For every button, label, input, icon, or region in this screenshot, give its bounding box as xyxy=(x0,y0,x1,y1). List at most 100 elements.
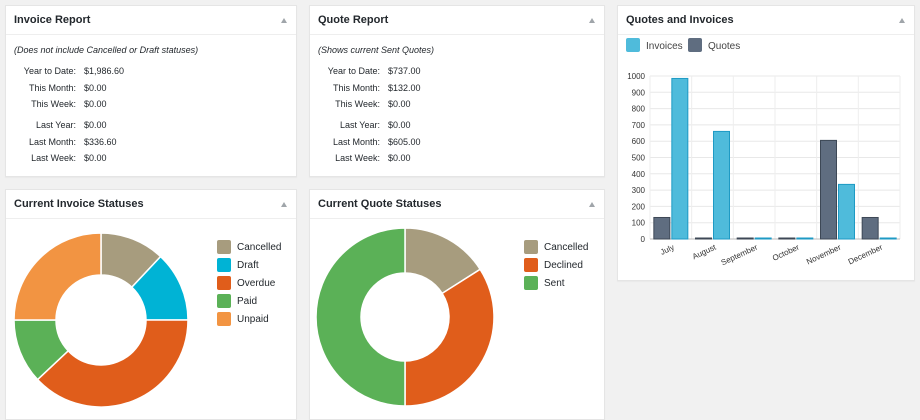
stat-label: Last Week: xyxy=(335,153,380,164)
stat-label: Last Year: xyxy=(35,120,76,131)
legend-swatch xyxy=(217,258,231,272)
legend-label: Overdue xyxy=(237,277,276,289)
stat-label: This Month: xyxy=(332,82,380,93)
invoice-report-header[interactable]: Invoice Report xyxy=(6,6,296,35)
stat-label: Year to Date: xyxy=(327,66,380,77)
stat-label: Last Month: xyxy=(28,136,76,147)
bar-invoices-august[interactable] xyxy=(713,130,730,240)
stat-value: $336.60 xyxy=(84,136,117,147)
bar-invoices-december[interactable] xyxy=(879,237,897,240)
legend-label: Paid xyxy=(237,295,258,307)
quotes-invoices-bar-chart: Invoices Quotes 0 100 200 300 400 500 600 700 800 9… xyxy=(626,38,901,268)
legend-item[interactable]: Draft xyxy=(217,256,281,274)
panel-title: Invoice Report xyxy=(14,14,91,26)
panel-title: Current Quote Statuses xyxy=(318,198,442,210)
legend-item[interactable]: Sent xyxy=(524,274,588,292)
panel-title: Current Invoice Statuses xyxy=(14,198,144,210)
legend-item[interactable]: Declined xyxy=(524,256,588,274)
stat-row: Last Month: $605.00 xyxy=(310,134,604,151)
donut-slice-overdue[interactable] xyxy=(36,319,189,408)
bar-invoices-october[interactable] xyxy=(796,237,814,240)
stat-label: This Week: xyxy=(31,99,76,110)
quote-status-legend: Cancelled Declined Sent xyxy=(524,238,588,292)
stat-value: $737.00 xyxy=(388,66,421,77)
bar-invoices-november[interactable] xyxy=(838,183,855,240)
bar-quotes-july[interactable] xyxy=(653,216,671,240)
y-tick-label: 400 xyxy=(632,170,646,179)
stat-label: Year to Date: xyxy=(23,66,76,77)
stat-value: $0.00 xyxy=(84,153,107,164)
bar-invoices-september[interactable] xyxy=(754,237,772,240)
donut-slice-unpaid[interactable] xyxy=(13,232,102,321)
stat-label: Last Month: xyxy=(332,136,380,147)
stat-value: $0.00 xyxy=(388,153,411,164)
stat-value: $1,986.60 xyxy=(84,66,125,77)
legend-item[interactable]: Cancelled xyxy=(217,238,281,256)
stat-row: Last Week: $0.00 xyxy=(310,150,604,167)
legend-label: Cancelled xyxy=(237,241,282,253)
y-tick-label: 1000 xyxy=(627,72,645,81)
legend-item[interactable]: Paid xyxy=(217,292,281,310)
legend-label: Cancelled xyxy=(544,241,589,253)
legend-label: Quotes xyxy=(708,41,740,52)
bar-invoices-july[interactable] xyxy=(671,77,689,240)
legend-item[interactable]: Overdue xyxy=(217,274,281,292)
quote-statuses-panel: Current Quote Statuses Cancelled Decline… xyxy=(309,189,605,420)
legend-swatch xyxy=(217,276,231,290)
legend-label: Unpaid xyxy=(237,313,269,325)
quote-report-header[interactable]: Quote Report xyxy=(310,6,604,35)
invoice-status-legend: Cancelled Draft Overdue Paid Unpaid xyxy=(217,238,281,328)
bar-quotes-october[interactable] xyxy=(778,237,796,240)
x-tick-label: September xyxy=(720,243,760,268)
legend-swatch xyxy=(524,258,538,272)
stat-value: $0.00 xyxy=(84,120,107,131)
report-stats: Year to Date: $737.00 This Month: $132.00 … xyxy=(310,63,604,167)
collapse-arrow-icon[interactable] xyxy=(281,201,287,207)
quote-statuses-header[interactable]: Current Quote Statuses xyxy=(310,190,604,219)
collapse-arrow-icon[interactable] xyxy=(281,17,287,23)
bar-quotes-september[interactable] xyxy=(736,237,754,240)
donut-slice-sent[interactable] xyxy=(315,227,406,407)
invoice-statuses-header[interactable]: Current Invoice Statuses xyxy=(6,190,296,219)
legend-label: Sent xyxy=(544,277,565,289)
donut-slice-declined[interactable] xyxy=(404,268,495,407)
panel-title: Quote Report xyxy=(318,14,389,26)
bar-quotes-december[interactable] xyxy=(861,216,879,240)
x-tick-label: October xyxy=(771,243,801,263)
stat-row: Last Year: $0.00 xyxy=(310,117,604,134)
invoice-statuses-panel: Current Invoice Statuses Cancelled Draft… xyxy=(5,189,297,420)
y-tick-label: 600 xyxy=(632,137,646,146)
bar-quotes-august[interactable] xyxy=(695,237,712,240)
collapse-arrow-icon[interactable] xyxy=(589,17,595,23)
collapse-arrow-icon[interactable] xyxy=(899,17,905,23)
collapse-arrow-icon[interactable] xyxy=(589,201,595,207)
legend-swatch xyxy=(217,294,231,308)
stat-value: $0.00 xyxy=(84,99,107,110)
stat-label: This Week: xyxy=(335,99,380,110)
x-tick-label: July xyxy=(659,243,676,257)
stat-value: $0.00 xyxy=(84,82,107,93)
x-tick-label: August xyxy=(691,242,718,261)
legend-label: Declined xyxy=(544,259,583,271)
bar-quotes-november[interactable] xyxy=(820,139,837,240)
y-tick-label: 800 xyxy=(632,105,646,114)
legend-item[interactable]: Cancelled xyxy=(524,238,588,256)
stat-row: Year to Date: $1,986.60 xyxy=(6,63,296,80)
invoice-report-panel: Invoice Report (Does not include Cancell… xyxy=(5,5,297,177)
legend-swatch xyxy=(626,38,640,52)
x-tick-label: November xyxy=(805,243,843,267)
legend-item[interactable]: Unpaid xyxy=(217,310,281,328)
y-tick-label: 300 xyxy=(632,186,646,195)
quote-report-panel: Quote Report (Shows current Sent Quotes)… xyxy=(309,5,605,177)
legend-label: Invoices xyxy=(646,41,683,52)
legend-swatch xyxy=(217,312,231,326)
y-tick-label: 900 xyxy=(632,88,646,97)
y-tick-label: 200 xyxy=(632,202,646,211)
legend-swatch xyxy=(217,240,231,254)
stat-label: Last Year: xyxy=(339,120,380,131)
y-tick-label: 100 xyxy=(632,219,646,228)
report-note: (Shows current Sent Quotes) xyxy=(318,45,435,55)
stat-value: $0.00 xyxy=(388,99,411,110)
stat-row: Last Year: $0.00 xyxy=(6,117,296,134)
quotes-invoices-header[interactable]: Quotes and Invoices xyxy=(618,6,914,35)
